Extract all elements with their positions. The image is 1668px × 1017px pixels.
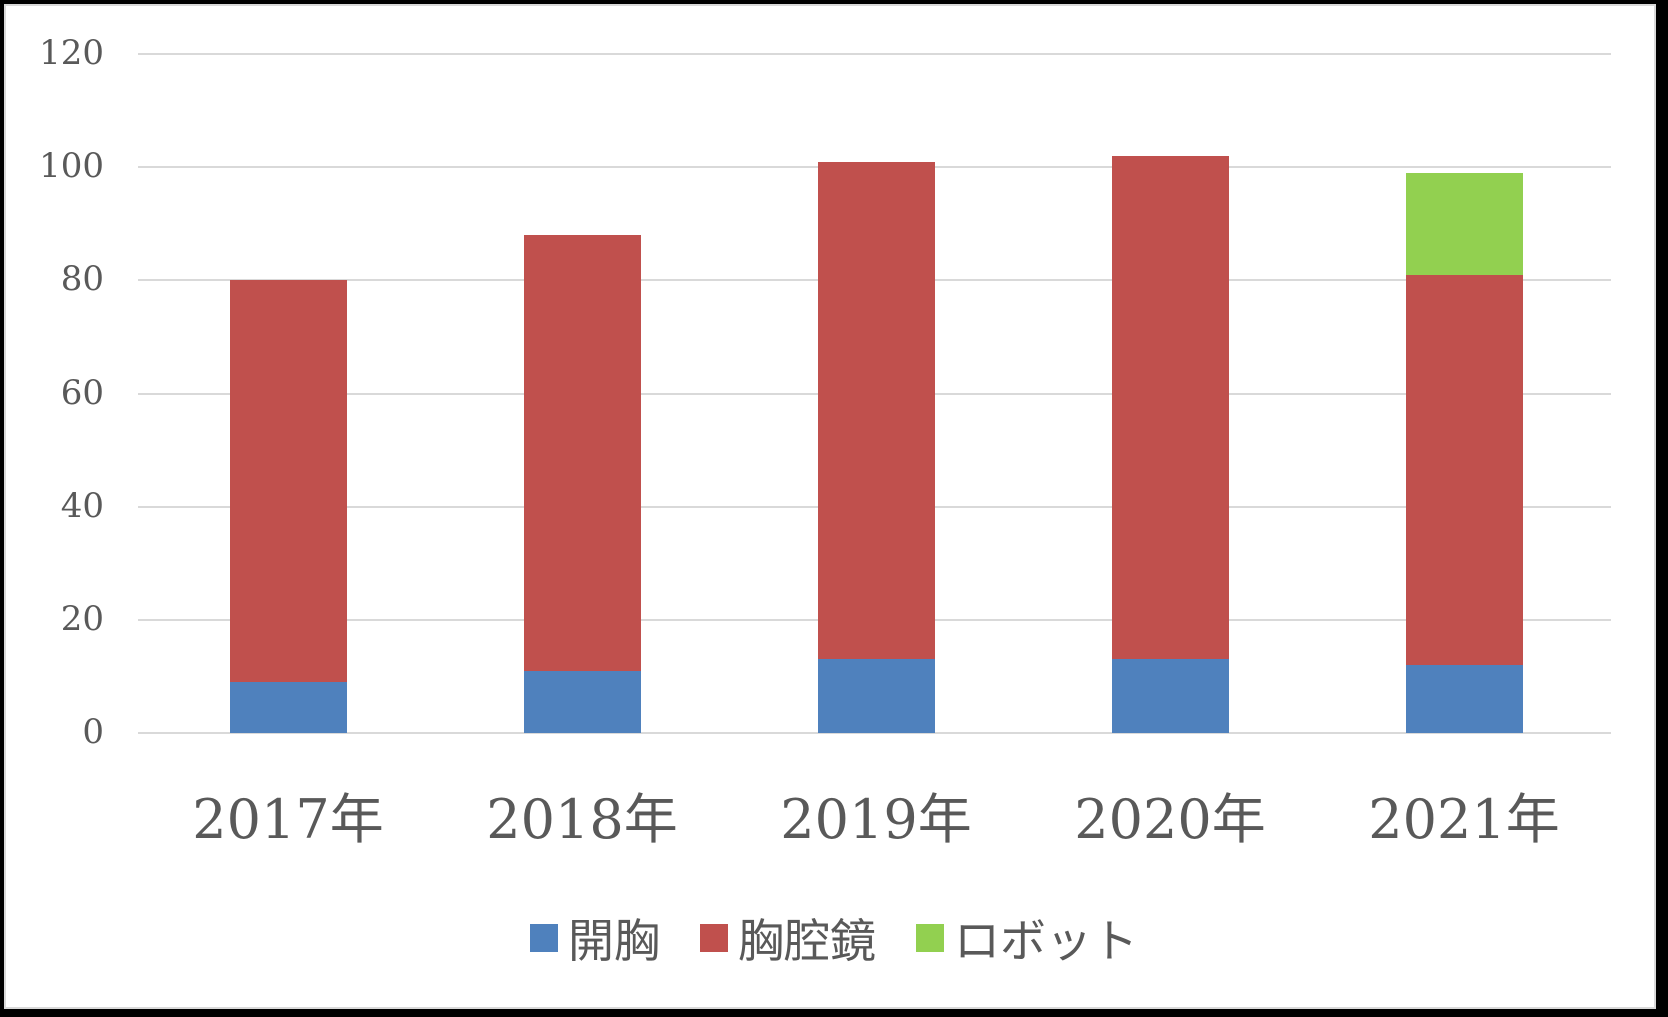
x-axis-tick-label: 2021年 <box>1368 788 1560 851</box>
gridline <box>138 53 1611 55</box>
y-axis-tick-label: 100 <box>39 146 104 187</box>
bar-segment <box>817 659 935 733</box>
y-axis-tick-label: 0 <box>82 712 104 752</box>
legend-item-open-chest: 開胸 <box>530 905 660 971</box>
bar-segment <box>229 682 347 733</box>
bar-2020年 <box>1111 0 1229 1017</box>
bar-segment <box>229 280 347 683</box>
x-axis-tick-label: 2017年 <box>192 788 384 851</box>
legend-swatch-blue-icon <box>530 924 558 952</box>
bar-segment <box>1405 172 1523 275</box>
bar-segment <box>1111 155 1229 660</box>
y-axis-tick-label: 80 <box>60 259 104 300</box>
bar-2021年 <box>1405 0 1523 1017</box>
bar-segment <box>817 161 935 660</box>
chart-legend: 開胸 胸腔鏡 ロボット <box>0 905 1668 971</box>
bar-2017年 <box>229 0 347 1017</box>
legend-swatch-red-icon <box>700 924 728 952</box>
legend-label: ロボット <box>954 914 1138 968</box>
bar-2019年 <box>817 0 935 1017</box>
legend-item-thoracoscopic: 胸腔鏡 <box>700 905 876 971</box>
bar-segment <box>523 670 641 733</box>
y-axis-tick-label: 120 <box>39 33 104 73</box>
legend-label: 胸腔鏡 <box>738 914 876 968</box>
y-axis-tick-label: 60 <box>60 372 104 413</box>
y-axis-tick-label: 40 <box>60 485 104 526</box>
legend-swatch-green-icon <box>916 924 944 952</box>
y-axis-tick-label: 20 <box>60 598 104 639</box>
bar-segment <box>523 235 641 671</box>
bar-segment <box>1405 274 1523 666</box>
legend-label: 開胸 <box>568 914 660 968</box>
x-axis-tick-label: 2020年 <box>1074 788 1266 851</box>
gridline <box>138 732 1611 734</box>
bar-segment <box>1405 665 1523 733</box>
x-axis-tick-label: 2019年 <box>780 788 972 851</box>
x-axis-tick-label: 2018年 <box>486 788 678 851</box>
bar-segment <box>1111 659 1229 733</box>
bar-2018年 <box>523 0 641 1017</box>
legend-item-robot: ロボット <box>916 905 1138 971</box>
